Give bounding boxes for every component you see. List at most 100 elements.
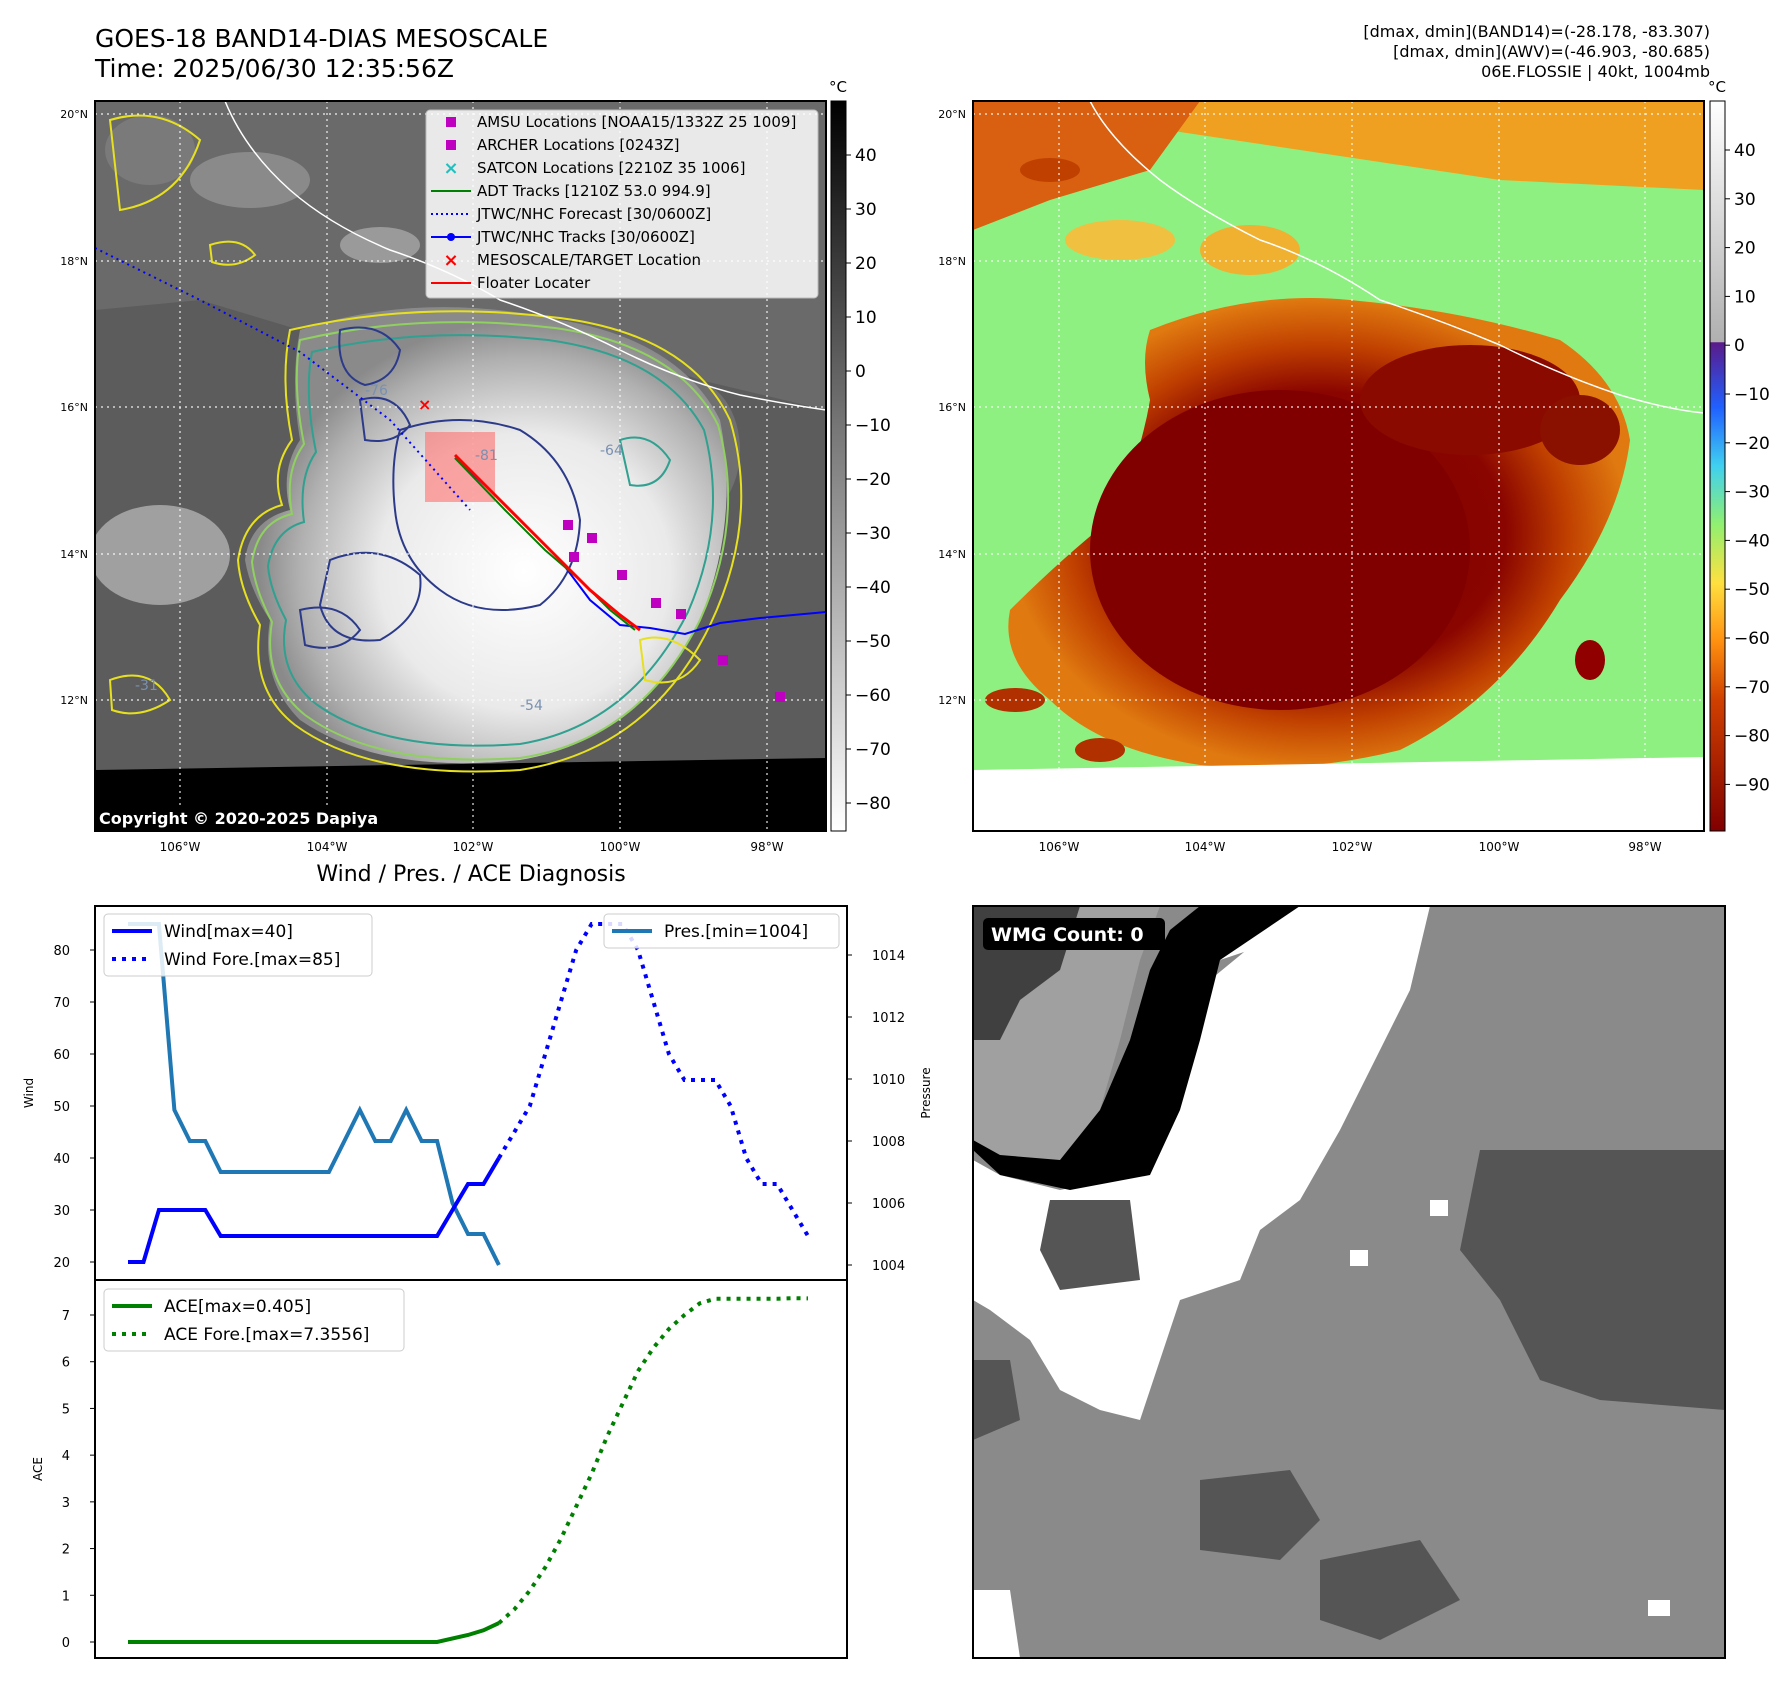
wind-pres-series bbox=[128, 922, 810, 1266]
map-axis-ticks: 20°N 20°N 18°N 18°N 16°N 16°N 14°N 14°N 12°N 12°N… bbox=[60, 108, 1661, 854]
copyright-text: Copyright © 2020-2025 Dapiya bbox=[99, 809, 378, 828]
colorbar-tick-label: −80 bbox=[855, 794, 891, 814]
contour-label: -76 bbox=[365, 383, 388, 399]
ace-legend: ACE[max=0.405] ACE Fore.[max=7.3556] bbox=[103, 1288, 405, 1352]
lon-tick-label: 98°W bbox=[1628, 840, 1661, 854]
colorbar-tick-label: −30 bbox=[1734, 483, 1770, 503]
legend-entry-label: MESOSCALE/TARGET Location bbox=[477, 251, 701, 269]
legend-marker bbox=[447, 233, 455, 241]
colorbar-tick-label: 10 bbox=[1734, 287, 1756, 307]
title-line-1: GOES-18 BAND14-DIAS MESOSCALE bbox=[95, 24, 549, 53]
ace-tick-label: 7 bbox=[62, 1309, 70, 1324]
lon-tick-label: 104°W bbox=[1185, 840, 1226, 854]
pressure-tick-label: 1008 bbox=[872, 1135, 905, 1150]
colorbar-ir bbox=[830, 100, 847, 832]
legend-entry-label: JTWC/NHC Tracks [30/0600Z] bbox=[476, 228, 695, 246]
ace-tick-label: 4 bbox=[62, 1449, 70, 1464]
colorbar-tick-label: −50 bbox=[1734, 580, 1770, 600]
legend-pres: Pres.[min=1004] bbox=[664, 922, 808, 942]
legend-ace-fore: ACE Fore.[max=7.3556] bbox=[164, 1325, 369, 1345]
ace-axis-ticks: 7 6 5 4 3 2 1 0 bbox=[62, 1309, 95, 1651]
legend-entry-label: JTWC/NHC Forecast [30/0600Z] bbox=[476, 205, 711, 223]
colorbar-tick-label: 20 bbox=[1734, 239, 1756, 259]
wind-tick-label: 40 bbox=[53, 1152, 70, 1167]
stats-line-3: 06E.FLOSSIE | 40kt, 1004mb bbox=[1481, 62, 1710, 81]
colorbar-tick-label: −90 bbox=[1734, 775, 1770, 795]
ace-tick-label: 1 bbox=[62, 1589, 70, 1604]
map-legend: AMSU Locations [NOAA15/1332Z 25 1009] ARC… bbox=[425, 109, 819, 299]
legend-wind: Wind[max=40] bbox=[164, 922, 293, 942]
colorbar-tick-label: −80 bbox=[1734, 727, 1770, 747]
lon-tick-label: 100°W bbox=[600, 840, 641, 854]
colorbar-tick-label: 10 bbox=[855, 308, 877, 328]
legend-wind-fore: Wind Fore.[max=85] bbox=[164, 950, 340, 970]
colorbar-tick-label: −50 bbox=[855, 632, 891, 652]
lon-tick-label: 106°W bbox=[1039, 840, 1080, 854]
colorbar-awv bbox=[1709, 100, 1726, 832]
colorbar-tick-label: −40 bbox=[1734, 531, 1770, 551]
pressure-ylabel: Pressure bbox=[919, 1067, 933, 1118]
lat-tick-label: 12°N bbox=[938, 694, 966, 707]
wind-tick-label: 80 bbox=[53, 944, 70, 959]
colorbar-tick-label: −70 bbox=[855, 740, 891, 760]
wind-tick-label: 20 bbox=[53, 1256, 70, 1271]
stats-line-2: [dmax, dmin](AWV)=(-46.903, -80.685) bbox=[1393, 42, 1710, 61]
wind-tick-label: 30 bbox=[53, 1204, 70, 1219]
ace-forecast-line bbox=[497, 1296, 809, 1625]
colorbar-tick-label: −70 bbox=[1734, 678, 1770, 698]
pressure-line bbox=[128, 922, 501, 1266]
wmg-map bbox=[973, 906, 1725, 1658]
lat-tick-label: 20°N bbox=[938, 108, 966, 121]
ace-tick-label: 0 bbox=[62, 1636, 70, 1651]
pressure-tick-label: 1012 bbox=[872, 1011, 905, 1026]
legend-marker: × bbox=[443, 250, 458, 271]
lon-tick-label: 102°W bbox=[1332, 840, 1373, 854]
wind-forecast-line bbox=[497, 922, 810, 1238]
wind-line bbox=[128, 1156, 501, 1264]
svg-text:×: × bbox=[418, 395, 431, 414]
lon-tick-label: 100°W bbox=[1479, 840, 1520, 854]
title-line-2: Time: 2025/06/30 12:35:56Z bbox=[95, 54, 454, 83]
legend-entry-label: ADT Tracks [1210Z 53.0 994.9] bbox=[477, 182, 711, 200]
ace-ylabel: ACE bbox=[31, 1457, 45, 1481]
lat-tick-label: 14°N bbox=[938, 548, 966, 561]
contour-label: -54 bbox=[520, 698, 543, 714]
legend-entry-label: ARCHER Locations [0243Z] bbox=[477, 136, 680, 154]
lon-tick-label: 106°W bbox=[160, 840, 201, 854]
pressure-tick-label: 1010 bbox=[872, 1073, 905, 1088]
colorbar-tick-label: 40 bbox=[1734, 141, 1756, 161]
lat-tick-label: 18°N bbox=[938, 255, 966, 268]
colorbar-tick-label: 0 bbox=[1734, 336, 1745, 356]
colorbar-awv-ticks: 40 30 20 10 0 −10 −20 −30 −40 −50 −60 −70 −80 −90 bbox=[1725, 141, 1770, 795]
colorbar-tick-label: 20 bbox=[855, 254, 877, 274]
colorbar-tick-label: −20 bbox=[1734, 434, 1770, 454]
figure-title: GOES-18 BAND14-DIAS MESOSCALE Time: 2025… bbox=[95, 24, 548, 84]
legend-entry-label: SATCON Locations [2210Z 35 1006] bbox=[477, 159, 745, 177]
lat-tick-label: 14°N bbox=[60, 548, 88, 561]
stats-line-1: [dmax, dmin](BAND14)=(-28.178, -83.307) bbox=[1363, 22, 1710, 41]
lat-tick-label: 16°N bbox=[938, 401, 966, 414]
legend-marker bbox=[446, 140, 456, 150]
lon-tick-label: 102°W bbox=[453, 840, 494, 854]
stats-block: [dmax, dmin](BAND14)=(-28.178, -83.307) … bbox=[1363, 22, 1710, 82]
contour-label: -81 bbox=[475, 448, 498, 464]
wind-tick-label: 70 bbox=[53, 996, 70, 1011]
colorbar-tick-label: −10 bbox=[1734, 385, 1770, 405]
wind-legend: Wind[max=40] Wind Fore.[max=85] bbox=[103, 913, 373, 977]
lat-tick-label: 20°N bbox=[60, 108, 88, 121]
pressure-legend: Pres.[min=1004] bbox=[603, 913, 840, 949]
lon-tick-label: 98°W bbox=[750, 840, 783, 854]
contour-label: -64 bbox=[600, 443, 623, 459]
colorbar-tick-label: −10 bbox=[855, 416, 891, 436]
ace-tick-label: 6 bbox=[62, 1356, 70, 1371]
lat-tick-label: 18°N bbox=[60, 255, 88, 268]
colorbar-tick-label: 30 bbox=[855, 200, 877, 220]
legend-entry-label: AMSU Locations [NOAA15/1332Z 25 1009] bbox=[477, 113, 796, 131]
ace-tick-label: 2 bbox=[62, 1543, 70, 1558]
colorbar-tick-label: −40 bbox=[855, 578, 891, 598]
colorbar-tick-label: −30 bbox=[855, 524, 891, 544]
colorbar-awv-unit: °C bbox=[1708, 78, 1726, 96]
wmg-count-badge bbox=[983, 918, 1165, 950]
lat-tick-label: 12°N bbox=[60, 694, 88, 707]
wind-tick-label: 50 bbox=[53, 1100, 70, 1115]
